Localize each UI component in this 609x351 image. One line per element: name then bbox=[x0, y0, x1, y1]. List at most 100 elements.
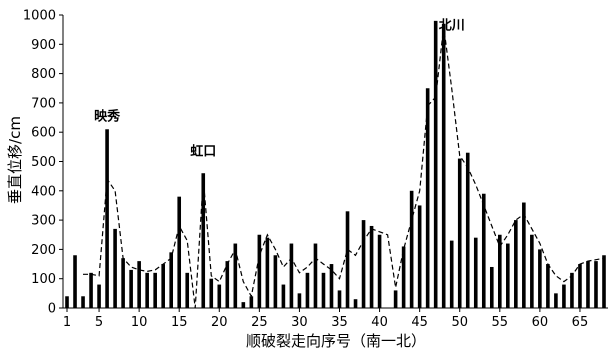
bar bbox=[97, 284, 101, 308]
bar bbox=[321, 272, 326, 308]
y-axis-label: 垂直位移/cm bbox=[6, 116, 24, 204]
bar bbox=[249, 296, 254, 308]
y-tick-label: 700 bbox=[31, 96, 56, 111]
annotation-label: 虹口 bbox=[190, 144, 216, 160]
x-tick-label: 30 bbox=[291, 315, 308, 330]
bar bbox=[578, 264, 582, 308]
bar bbox=[353, 299, 358, 308]
axes bbox=[59, 14, 608, 312]
bar bbox=[289, 243, 294, 308]
y-tick-label: 500 bbox=[31, 155, 56, 170]
bar bbox=[417, 205, 422, 308]
x-tick-label: 1 bbox=[63, 315, 71, 330]
bar bbox=[201, 173, 206, 308]
y-tick-label: 1000 bbox=[23, 9, 56, 24]
bar bbox=[441, 23, 446, 308]
bar bbox=[489, 266, 494, 308]
bar bbox=[233, 243, 238, 308]
bar bbox=[449, 240, 454, 308]
bar bbox=[121, 258, 125, 308]
bar bbox=[594, 261, 598, 308]
bar bbox=[225, 261, 230, 308]
bar bbox=[570, 272, 574, 308]
x-tick-label: 60 bbox=[532, 315, 549, 330]
bar bbox=[546, 264, 550, 308]
x-tick-label: 40 bbox=[371, 315, 388, 330]
bar bbox=[257, 234, 262, 308]
x-tick-label: 35 bbox=[331, 315, 348, 330]
bar bbox=[137, 261, 141, 308]
bar bbox=[425, 88, 430, 308]
annotation-label: 北川 bbox=[439, 19, 465, 34]
x-tick-label: 65 bbox=[572, 315, 589, 330]
bar bbox=[497, 234, 502, 308]
bar bbox=[209, 278, 214, 308]
bar bbox=[89, 272, 93, 308]
bar bbox=[329, 264, 334, 308]
bar bbox=[538, 249, 542, 308]
bar bbox=[241, 302, 246, 308]
bar bbox=[530, 234, 534, 308]
bar bbox=[73, 255, 77, 308]
bar bbox=[481, 193, 486, 308]
bar bbox=[393, 290, 398, 308]
bars bbox=[65, 20, 606, 309]
x-tick-label: 50 bbox=[451, 315, 468, 330]
bar bbox=[345, 211, 350, 308]
bar bbox=[465, 152, 470, 308]
bar bbox=[145, 272, 149, 308]
bar bbox=[369, 225, 374, 308]
bar bbox=[433, 20, 438, 309]
bar bbox=[514, 220, 518, 308]
bar bbox=[305, 272, 310, 308]
bar bbox=[177, 196, 182, 308]
bar bbox=[602, 255, 606, 308]
x-tick-label: 45 bbox=[411, 315, 428, 330]
bar bbox=[337, 290, 342, 308]
x-tick-label: 5 bbox=[95, 315, 103, 330]
bar bbox=[506, 243, 510, 308]
x-axis-label: 顺破裂走向序号（南一北） bbox=[246, 332, 426, 350]
bar bbox=[113, 228, 117, 308]
bar bbox=[401, 246, 406, 308]
bar bbox=[586, 261, 590, 308]
bar bbox=[265, 237, 270, 308]
bar bbox=[297, 293, 302, 308]
x-tick-label: 10 bbox=[131, 315, 148, 330]
bar bbox=[313, 243, 318, 308]
bar bbox=[105, 129, 109, 308]
bar bbox=[409, 190, 414, 308]
y-tick-label: 800 bbox=[31, 67, 56, 82]
bar bbox=[153, 272, 157, 308]
y-tick-label: 200 bbox=[31, 243, 56, 258]
bar bbox=[361, 220, 366, 308]
bar bbox=[129, 269, 133, 308]
bar bbox=[81, 296, 85, 308]
bar bbox=[273, 255, 278, 308]
bar bbox=[281, 284, 286, 308]
x-tick-label: 15 bbox=[171, 315, 188, 330]
bar bbox=[377, 234, 382, 308]
bar bbox=[522, 202, 526, 308]
x-tick-label: 20 bbox=[211, 315, 228, 330]
bar bbox=[562, 284, 566, 308]
bar bbox=[185, 272, 190, 308]
bar bbox=[65, 296, 69, 308]
y-tick-label: 900 bbox=[31, 38, 56, 53]
bar bbox=[169, 252, 174, 308]
bar bbox=[217, 284, 222, 308]
bar bbox=[457, 158, 462, 308]
y-tick-label: 600 bbox=[31, 126, 56, 141]
x-tick-label: 25 bbox=[251, 315, 268, 330]
y-tick-label: 400 bbox=[31, 184, 56, 199]
bar bbox=[473, 237, 478, 308]
x-tick-label: 55 bbox=[492, 315, 509, 330]
bar bbox=[554, 293, 558, 308]
y-tick-label: 100 bbox=[31, 272, 56, 287]
bar bbox=[161, 264, 165, 308]
annotation-label: 映秀 bbox=[94, 108, 121, 124]
trend-line bbox=[83, 26, 605, 309]
